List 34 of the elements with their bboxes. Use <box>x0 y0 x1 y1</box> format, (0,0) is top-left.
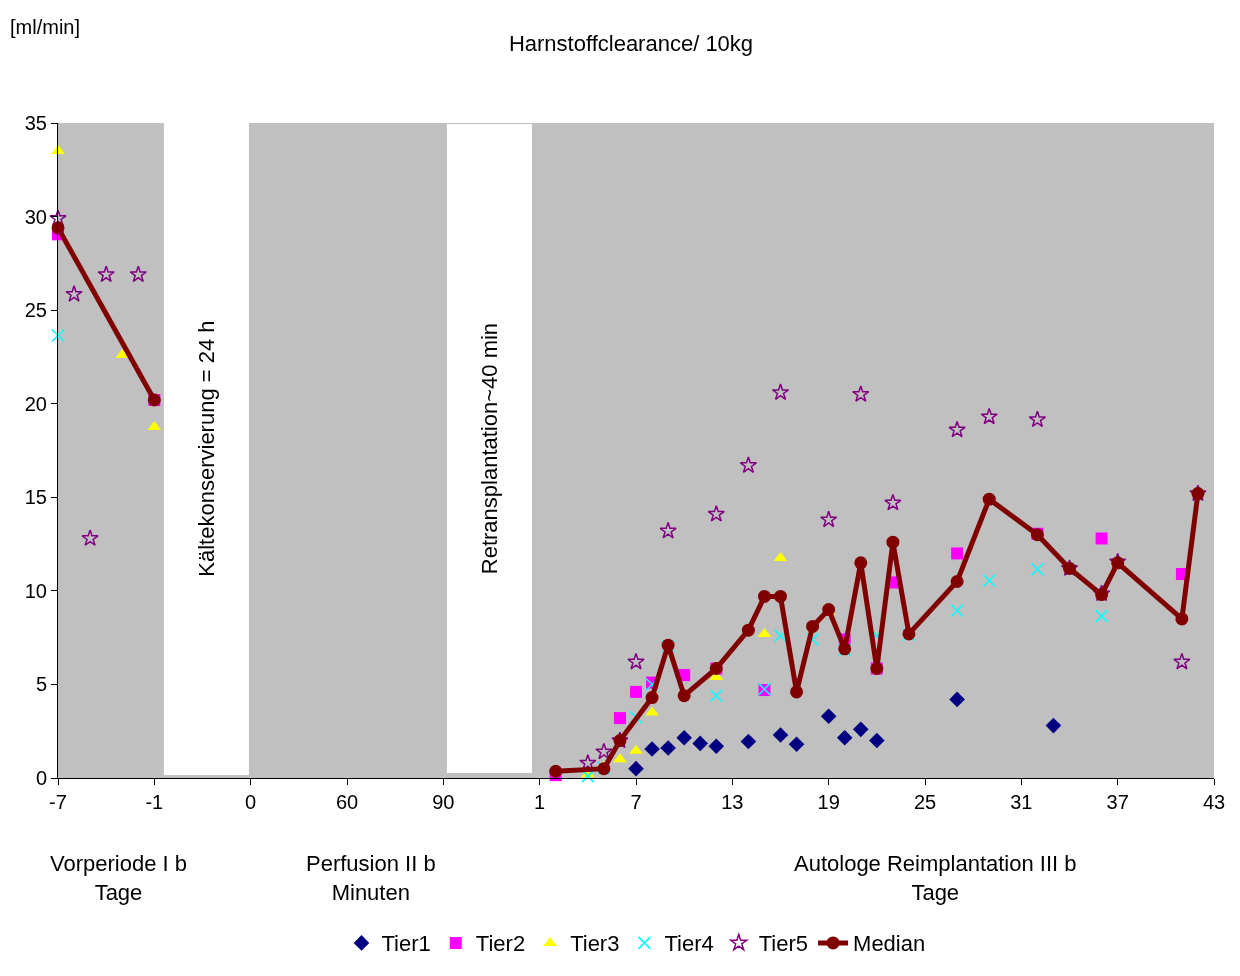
x-tick-label: 37 <box>1106 791 1129 813</box>
y-tick-label: 30 <box>24 205 47 228</box>
legend-label: Tier5 <box>758 931 809 957</box>
y-tick-label: 10 <box>24 579 47 602</box>
x-tick-label: -1 <box>145 791 164 813</box>
y-tick-label: 35 <box>24 112 47 134</box>
x-tick-label: 43 <box>1202 791 1226 813</box>
x-tick-label: 1 <box>534 791 546 813</box>
x-tick-label: 60 <box>335 791 359 813</box>
annotation: Kältekonservierung = 24 h <box>193 320 219 577</box>
x-tick-label: 25 <box>913 791 937 813</box>
legend-label: Median <box>853 931 926 957</box>
y-axis-title: [ml/min] <box>10 16 80 38</box>
chart-title: Harnstoffclearance/ 10kg <box>508 30 754 56</box>
legend-label: Tier2 <box>475 931 526 957</box>
x-tick-label: 0 <box>245 791 257 813</box>
x-tick-label: 19 <box>817 791 840 813</box>
x-tick-label: 13 <box>721 791 744 813</box>
x-tick-label: 7 <box>630 791 642 813</box>
legend-label: Tier1 <box>381 931 431 957</box>
y-tick-label: 0 <box>35 767 47 789</box>
x-tick-label: -7 <box>49 791 67 813</box>
y-tick-label: 25 <box>24 299 47 322</box>
legend-label: Tier4 <box>664 931 714 957</box>
annotation: Retransplantation~40 min <box>476 322 502 575</box>
text: Perfusion II b Minuten <box>306 851 436 905</box>
legend-label: Tier3 <box>570 931 620 957</box>
x-tick-label: 31 <box>1010 791 1033 813</box>
text: Vorperiode I b Tage <box>50 851 187 905</box>
text: Autologe Reimplantation III b Tage <box>794 851 1077 905</box>
y-tick-label: 20 <box>24 392 47 415</box>
x-tick-label: 90 <box>432 791 455 813</box>
y-tick-label: 5 <box>35 673 47 696</box>
y-tick-label: 15 <box>24 486 47 509</box>
